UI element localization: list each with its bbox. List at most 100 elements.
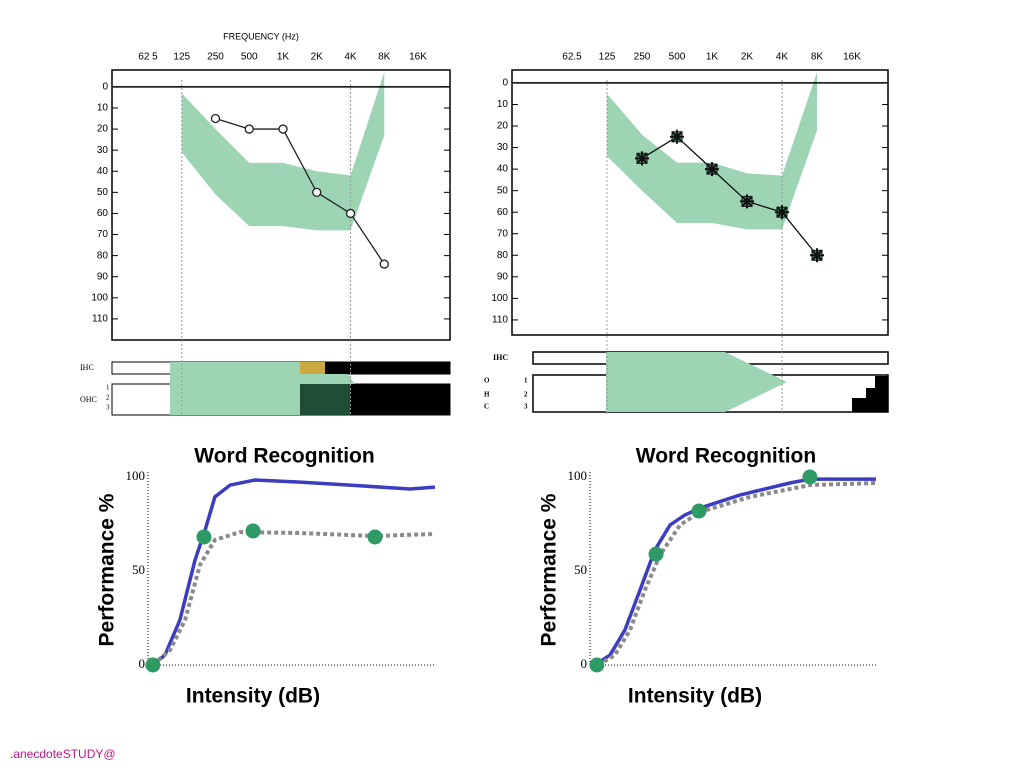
plot-frame — [511, 69, 889, 336]
bar-label: 1 — [524, 377, 528, 385]
y-tick-label: 40 — [97, 166, 109, 177]
y-tick-label: 0 — [581, 656, 588, 671]
bar-label: 2 — [524, 391, 528, 399]
data-point — [810, 248, 824, 263]
data-point — [145, 657, 161, 673]
bar-label: H — [484, 391, 490, 399]
y-tick-label: 90 — [97, 271, 109, 282]
footer: .anecdoteSTUDY@ — [10, 747, 116, 761]
data-point — [648, 546, 664, 562]
series-line — [593, 477, 876, 667]
y-tick-label: 70 — [497, 228, 509, 239]
data-point — [278, 124, 288, 134]
y-tick-label: 100 — [491, 293, 508, 304]
y-tick-label: 10 — [97, 103, 109, 114]
ohc-partial — [300, 384, 350, 415]
y-tick-label: 110 — [492, 315, 508, 326]
data-point — [740, 194, 754, 209]
y-tick-label: 80 — [497, 250, 509, 261]
point-star — [740, 194, 754, 209]
y-tick-label: 90 — [497, 271, 509, 282]
x-tick-label: 16K — [843, 52, 861, 63]
x-tick-label: 1K — [706, 52, 719, 63]
bar-label: 1 — [106, 384, 110, 392]
data-point — [345, 208, 356, 219]
y-tick-label: 40 — [497, 164, 509, 175]
y-tick-label: 100 — [91, 292, 108, 303]
x-tick-label: 250 — [207, 52, 224, 63]
series-line — [151, 478, 436, 667]
y-tick-label: 0 — [502, 78, 508, 89]
y-tick-label: 30 — [97, 145, 109, 156]
x-tick-label: 250 — [634, 52, 651, 63]
data-point — [244, 124, 254, 134]
y-tick-label: 60 — [497, 207, 509, 218]
bar-label: 3 — [524, 403, 528, 411]
data-point — [379, 259, 389, 269]
x-tick-label: 500 — [241, 52, 258, 63]
y-tick-label: 80 — [97, 250, 109, 261]
x-tick-label: 62 5 — [138, 52, 158, 63]
chart-title: Word Recognition — [636, 445, 816, 468]
data-point — [196, 529, 212, 545]
series-line — [641, 135, 818, 256]
data-point — [775, 205, 789, 220]
data-point — [691, 503, 707, 519]
y-tick-label: 30 — [497, 142, 509, 153]
x-axis-label: Intensity (dB) — [628, 685, 762, 708]
y-tick-label: 20 — [497, 121, 509, 132]
bar-label: IHC — [80, 363, 94, 372]
bar-label: 3 — [106, 404, 110, 412]
axis-title: FREQUENCY (Hz) — [223, 31, 299, 41]
y-axis-label: Performance % — [96, 493, 119, 646]
x-tick-label: 2K — [311, 52, 324, 63]
x-tick-label: 500 — [669, 52, 686, 63]
data-point — [245, 523, 261, 539]
point-star — [670, 129, 684, 144]
x-tick-label: 125 — [173, 52, 190, 63]
ihc-loss — [325, 362, 450, 374]
bar-label: C — [484, 403, 489, 411]
data-point — [705, 162, 719, 177]
data-point — [670, 129, 684, 144]
data-point — [210, 113, 221, 124]
normal-band — [181, 72, 385, 231]
ihc-partial — [300, 362, 325, 374]
y-tick-label: 50 — [97, 187, 109, 198]
y-tick-label: 60 — [97, 208, 109, 219]
chart-title: Word Recognition — [194, 445, 374, 468]
series-line — [151, 530, 436, 667]
series-line — [596, 481, 877, 667]
x-tick-label: 4K — [776, 52, 789, 63]
y-tick-label: 100 — [126, 468, 146, 483]
x-tick-label: 1K — [277, 52, 290, 63]
y-tick-label: 110 — [92, 314, 108, 325]
normal-band — [607, 72, 817, 230]
series-line — [215, 117, 385, 265]
point-star — [635, 151, 649, 166]
ohc-loss — [852, 376, 888, 412]
hair-cell-bars-right — [532, 351, 889, 413]
data-point — [367, 529, 383, 545]
x-tick-label: 2K — [741, 52, 754, 63]
data-point — [589, 657, 605, 673]
plot-frame — [111, 69, 451, 341]
bar-label: 2 — [106, 394, 110, 402]
bar-label: OHC — [80, 395, 97, 404]
y-tick-label: 50 — [497, 185, 509, 196]
x-tick-label: 62.5 — [562, 52, 582, 63]
y-tick-label: 100 — [568, 468, 588, 483]
x-tick-label: 16K — [409, 52, 427, 63]
bar-label: IHC — [493, 353, 508, 362]
y-tick-label: 50 — [132, 562, 145, 577]
x-tick-label: 125 — [599, 52, 616, 63]
y-tick-label: 0 — [102, 82, 108, 93]
x-axis-label: Intensity (dB) — [186, 685, 320, 708]
hair-cell-bars-left — [111, 361, 451, 416]
y-tick-label: 20 — [97, 124, 109, 135]
data-point — [312, 187, 322, 197]
y-tick-label: 50 — [574, 562, 587, 577]
point-star — [810, 248, 824, 263]
y-tick-label: 70 — [97, 229, 109, 240]
